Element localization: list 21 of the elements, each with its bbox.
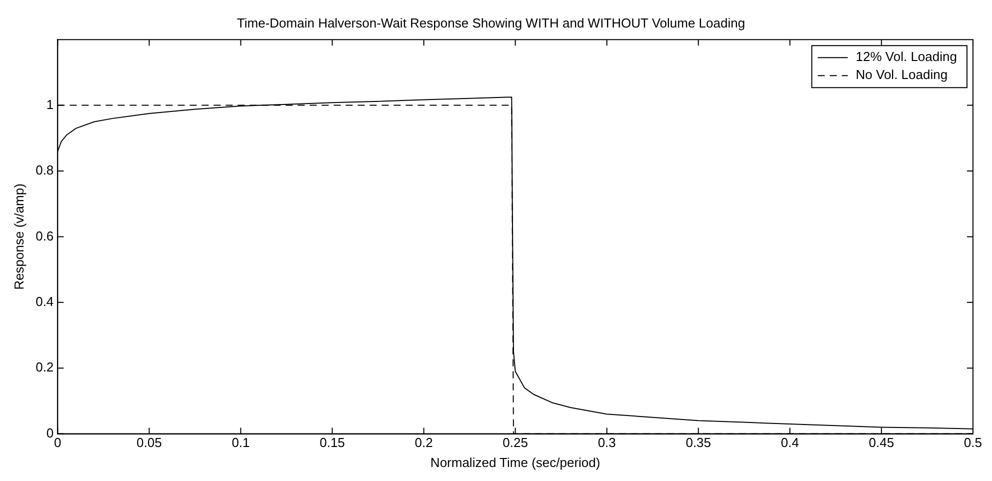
y-tick-label: 0.8	[36, 162, 54, 178]
x-tick-label: 0.25	[502, 435, 528, 450]
y-tick-label: 1	[46, 96, 54, 112]
x-tick-label: 0.35	[686, 435, 712, 450]
y-tick-label: 0	[46, 425, 54, 440]
y-tick-label: 0.4	[36, 294, 54, 309]
x-tick-label: 0.05	[136, 435, 162, 450]
x-axis-title: Normalized Time (sec/period)	[430, 454, 600, 470]
x-tick-label: 0.2	[414, 435, 433, 450]
x-tick-label: 0.5	[964, 435, 982, 450]
x-tick-label: 0.4	[780, 435, 799, 450]
legend-label: 12% Vol. Loading	[856, 49, 957, 64]
x-tick-label: 0.45	[868, 435, 894, 450]
y-axis-title: Response (v/amp)	[11, 184, 26, 290]
x-tick-label: 0.1	[232, 435, 250, 450]
x-tick-label: 0.3	[598, 435, 616, 450]
y-tick-label: 0.6	[36, 228, 54, 244]
x-tick-label: 0.15	[320, 435, 345, 450]
chart-title: Time-Domain Halverson-Wait Response Showing WITH and WITHOUT Volume Loading	[236, 15, 746, 30]
y-tick-label: 0.2	[36, 360, 54, 375]
legend-label: No Vol. Loading	[856, 67, 948, 82]
